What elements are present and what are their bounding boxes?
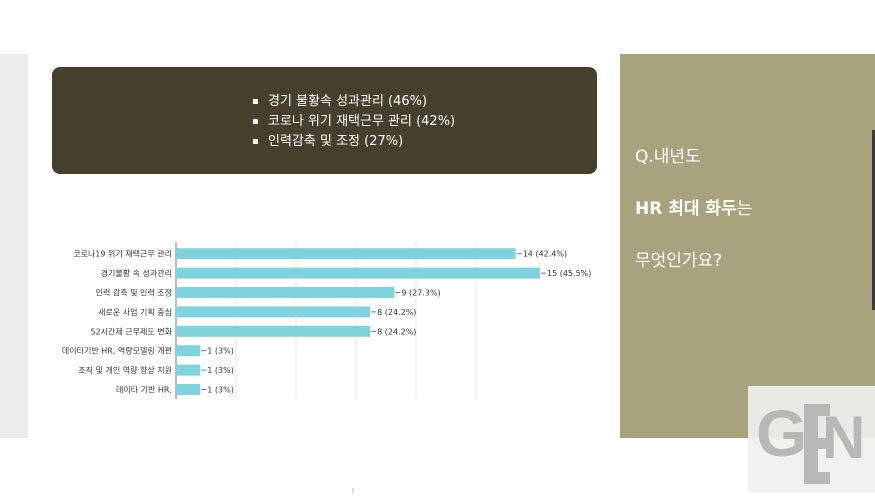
chart-data-label: 1 (3%): [207, 366, 234, 375]
chart-data-label: 9 (27.3%): [401, 289, 440, 298]
chart-bar: [176, 345, 201, 357]
summary-box: ▪ 경기 불황속 성과관리 (46%) ▪ 코로나 위기 재택근무 관리 (42%)…: [52, 67, 597, 174]
chart-data-label: 8 (24.2%): [377, 327, 416, 336]
summary-list: ▪ 경기 불황속 성과관리 (46%) ▪ 코로나 위기 재택근무 관리 (42%)…: [252, 92, 455, 152]
chart-bar: [176, 287, 395, 298]
page-mark: [352, 488, 354, 493]
right-edge-bar: [872, 130, 875, 310]
svg-text:G: G: [756, 396, 807, 470]
survey-bar-chart: 코로나19 위기 재택근무 관리 14 (42.4%) 경기불황 속 성과관리 15 …: [62, 242, 591, 400]
summary-item: ▪ 코로나 위기 재택근무 관리 (42%): [252, 114, 456, 129]
gen-logo: G N: [748, 386, 875, 493]
chart-category-label: 인력 감축 및 인력 조정: [96, 288, 172, 298]
chart-data-label: 1 (3%): [207, 386, 234, 395]
question-line-2: HR 최대 화두는: [635, 199, 753, 219]
chart-bar: [176, 306, 371, 318]
chart-bar: [176, 267, 540, 279]
chart-category-label: 경기불황 속 성과관리: [101, 268, 172, 278]
chart-category-label: 조직 및 개인 역량 향상 지원: [78, 365, 172, 375]
chart-bar: [176, 384, 201, 395]
summary-item: ▪ 경기 불황속 성과관리 (46%): [252, 94, 428, 109]
chart-category-label: 데이타 기반 HR,: [116, 385, 172, 395]
chart-category-label: 52시간제 근무제도 변화: [90, 326, 172, 336]
chart-category-label: 데이타기반 HR, 역량모델링 개편: [62, 346, 172, 356]
chart-bar: [176, 364, 201, 376]
summary-item: ▪ 인력감축 및 조정 (27%): [252, 134, 404, 149]
chart-data-label: 14 (42.4%): [523, 250, 567, 259]
question-line-3: 무엇인가요?: [635, 251, 723, 271]
chart-bar: [176, 248, 516, 260]
chart-category-label: 새로운 사업 기획 중심: [98, 307, 172, 317]
chart-data-label: 15 (45.5%): [547, 269, 591, 278]
chart-bar: [176, 325, 371, 337]
chart-data-label: 1 (3%): [207, 347, 234, 356]
svg-text:N: N: [822, 404, 865, 471]
question-line-1: Q.내년도: [635, 147, 701, 167]
left-decor-strip: [0, 54, 28, 438]
chart-category-label: 코로나19 위기 재택근무 관리: [73, 249, 172, 259]
chart-data-label: 8 (24.2%): [377, 308, 416, 317]
question-panel: Q.내년도 HR 최대 화두는 무엇인가요?: [620, 54, 875, 438]
